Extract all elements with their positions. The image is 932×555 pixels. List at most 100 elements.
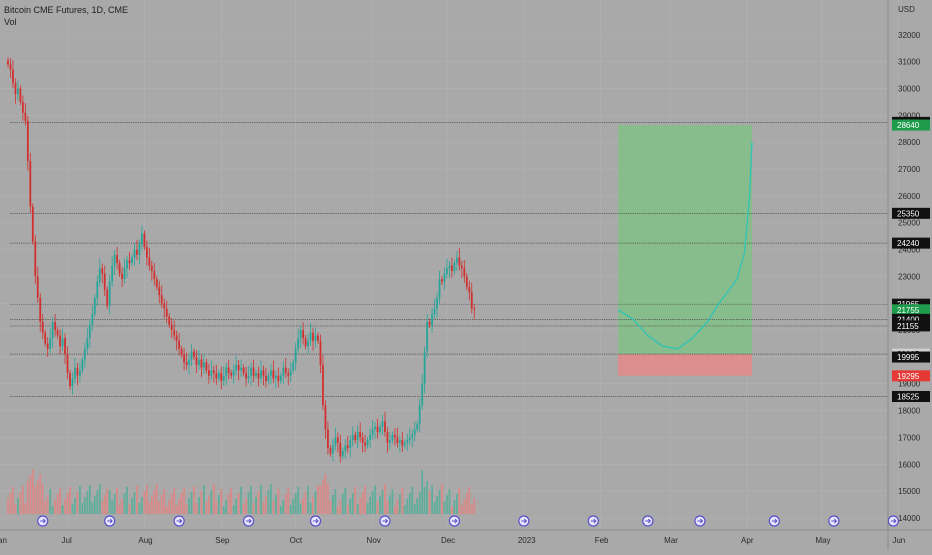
candle-body [366, 440, 369, 446]
volume-bar [17, 498, 19, 514]
candle-body [133, 249, 136, 258]
volume-bar [381, 490, 384, 514]
volume-bar [257, 491, 260, 514]
volume-bar [7, 499, 9, 514]
candle-body [272, 370, 275, 379]
volume-bar [245, 498, 247, 514]
candle-body [458, 257, 461, 266]
volume-bar [19, 492, 22, 514]
volume-bar [287, 488, 290, 514]
volume-bar [230, 488, 233, 514]
candle-body [277, 375, 280, 382]
candle-body [389, 440, 391, 443]
volume-bar [76, 492, 79, 514]
candle-body [336, 437, 339, 443]
volume-bar [262, 502, 265, 514]
candle-body [116, 254, 119, 263]
candle-body [165, 308, 168, 317]
volume-bar [217, 495, 220, 514]
time-label: Feb [595, 536, 609, 545]
volume-bar [143, 491, 146, 514]
candle-body [203, 362, 205, 368]
volume-bar [354, 487, 357, 514]
volume-bar [279, 506, 282, 514]
volume-bar [69, 487, 71, 514]
volume-bar [356, 504, 359, 514]
volume-bar [334, 489, 337, 514]
candle-body [79, 370, 81, 376]
candle-body [260, 370, 262, 379]
volume-bar [49, 489, 52, 514]
volume-bar [173, 488, 176, 514]
candle-body [69, 373, 71, 387]
volume-bar [359, 498, 362, 514]
volume-bar [406, 499, 409, 514]
volume-bar [344, 488, 347, 514]
candle-body [245, 373, 247, 379]
volume-bar [458, 488, 461, 514]
volume-bar [371, 491, 374, 514]
candle-body [339, 442, 342, 457]
candle-body [269, 370, 272, 376]
candle-body [393, 434, 396, 438]
candle-body [356, 432, 359, 441]
event-arrow-icon [246, 518, 252, 524]
volume-bar [403, 505, 406, 514]
candle-body [64, 338, 66, 355]
volume-bar [336, 506, 339, 514]
candle-body [141, 233, 143, 245]
candle-body [297, 338, 300, 349]
price-badge-label: 18525 [897, 392, 920, 401]
candle-body [319, 340, 322, 365]
volume-bar [468, 487, 471, 514]
candle-body [448, 265, 451, 269]
volume-bar [443, 501, 446, 514]
volume-bar [341, 494, 344, 514]
volume-bar [29, 475, 32, 514]
candle-body [185, 362, 188, 365]
candle-body [155, 279, 158, 288]
candle-body [44, 332, 47, 344]
candle-body [386, 432, 389, 443]
event-arrow-icon [40, 518, 46, 524]
candle-body [374, 426, 376, 430]
volume-bar [190, 492, 193, 514]
candle-body [54, 322, 57, 331]
time-label: 2023 [518, 536, 536, 545]
volume-bar [436, 496, 438, 514]
candle-body [312, 332, 314, 341]
candle-body [331, 445, 334, 454]
volume-bar [83, 497, 86, 514]
volume-bar [178, 499, 181, 514]
candle-body [381, 421, 384, 427]
volume-bar [369, 497, 371, 514]
volume-bar [150, 496, 153, 514]
volume-bar [141, 497, 143, 514]
candle-body [371, 429, 374, 435]
candle-body [257, 373, 260, 379]
volume-bar [188, 498, 190, 514]
candle-body [460, 265, 463, 269]
volume-bar [255, 497, 257, 514]
candle-body [369, 434, 371, 441]
price-badge [892, 298, 930, 310]
candle-body [274, 375, 277, 379]
candle-body [9, 64, 12, 70]
event-arrow-icon [831, 518, 838, 524]
volume-bar [319, 486, 322, 514]
volume-bar [351, 493, 354, 514]
volume-bar [9, 493, 12, 514]
candle-body [443, 273, 446, 282]
candlesticks [7, 57, 476, 463]
volume-bar [91, 502, 94, 514]
candle-body [91, 313, 94, 325]
volume-bar [364, 486, 367, 514]
candle-body [188, 359, 190, 365]
volume-bar [455, 494, 458, 514]
time-label: Jul [62, 536, 72, 545]
chart-legend: Bitcoin CME Futures, 1D, CME Vol [4, 4, 128, 28]
volume-bar [158, 501, 161, 514]
event-arrow-icon [176, 518, 183, 524]
volume-bar [433, 502, 436, 514]
candle-body [217, 373, 220, 379]
